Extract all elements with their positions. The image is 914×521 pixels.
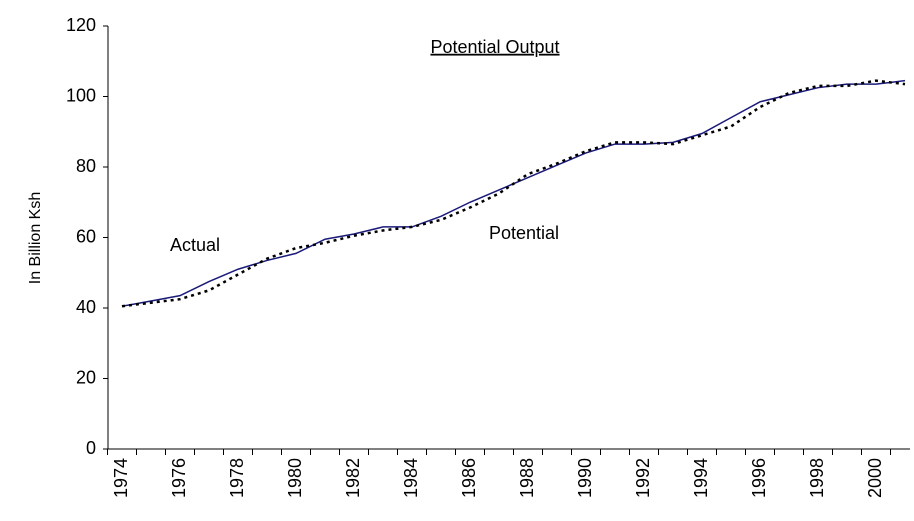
x-tick-label: 1998 bbox=[807, 458, 827, 498]
x-tick-label: 1974 bbox=[111, 458, 131, 498]
x-tick-label: 1976 bbox=[169, 458, 189, 498]
y-axis-label: In Billion Ksh bbox=[27, 192, 44, 285]
x-tick-label: 1980 bbox=[285, 458, 305, 498]
y-tick-label: 60 bbox=[76, 226, 96, 246]
series-annotation: Actual bbox=[170, 235, 220, 255]
x-tick-label: 1994 bbox=[691, 458, 711, 498]
y-tick-label: 0 bbox=[86, 438, 96, 458]
y-tick-label: 20 bbox=[76, 367, 96, 387]
series-annotation: Potential bbox=[489, 223, 559, 243]
x-tick-label: 1978 bbox=[227, 458, 247, 498]
series-line bbox=[121, 79, 906, 307]
x-tick-label: 1986 bbox=[459, 458, 479, 498]
y-tick-label: 100 bbox=[66, 85, 96, 105]
chart-title: Potential Output bbox=[430, 37, 559, 57]
series-line bbox=[121, 79, 906, 308]
x-tick-label: 1988 bbox=[517, 458, 537, 498]
x-tick-label: 1992 bbox=[633, 458, 653, 498]
x-tick-label: 1996 bbox=[749, 458, 769, 498]
x-tick-label: 1984 bbox=[401, 458, 421, 498]
x-tick-label: 1982 bbox=[343, 458, 363, 498]
x-tick-label: 2000 bbox=[865, 458, 885, 498]
y-tick-label: 120 bbox=[66, 15, 96, 35]
y-tick-label: 40 bbox=[76, 297, 96, 317]
x-tick-label: 1990 bbox=[575, 458, 595, 498]
y-tick-label: 80 bbox=[76, 156, 96, 176]
